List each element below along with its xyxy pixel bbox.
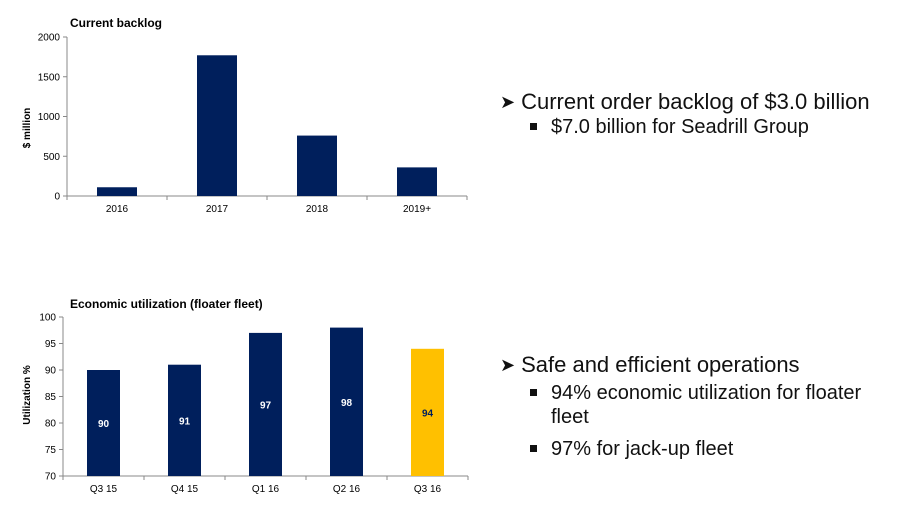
bullet-group-operations: ➤ Safe and efficient operations 94% econ… — [500, 352, 890, 461]
bullet-sub-text: 94% economic utilization for floater fle… — [551, 382, 862, 428]
y-tick-label: 1500 — [38, 72, 61, 83]
bullet-group-backlog: ➤ Current order backlog of $3.0 billion … — [500, 89, 870, 139]
bullet-main-text: Current order backlog of $3.0 billion — [521, 89, 870, 114]
x-tick-label: Q3 16 — [414, 484, 442, 495]
bullet-sub-text: $7.0 billion for Seadrill Group — [551, 116, 809, 138]
bullet-sub: $7.0 billion for Seadrill Group — [530, 115, 870, 139]
x-tick-label: 2016 — [106, 204, 129, 215]
x-tick-label: 2019+ — [403, 204, 431, 215]
y-tick-label: 90 — [45, 366, 57, 377]
bar — [97, 187, 137, 196]
y-tick-label: 95 — [45, 339, 57, 350]
bullet-sub-text: 97% for jack-up fleet — [551, 438, 734, 460]
data-label: 91 — [179, 416, 191, 427]
square-bullet-icon — [530, 389, 537, 396]
data-label: 90 — [98, 419, 110, 430]
bar — [87, 370, 120, 476]
y-tick-label: 1000 — [38, 112, 61, 123]
bar — [197, 55, 237, 196]
y-tick-label: 85 — [45, 392, 57, 403]
y-tick-label: 2000 — [38, 33, 61, 44]
bar — [397, 167, 437, 196]
backlog-y-axis-label: $ million — [22, 108, 33, 149]
bullet-main: ➤ Safe and efficient operations — [500, 352, 890, 378]
bar — [168, 364, 201, 476]
bullet-sub: 97% for jack-up fleet — [530, 437, 890, 461]
data-label: 94 — [422, 408, 434, 419]
utilization-y-axis-label: Utilization % — [22, 365, 33, 425]
x-tick-label: Q3 15 — [90, 484, 118, 495]
bar — [297, 135, 337, 196]
backlog-chart: Current backlog $ million 0 500 1000 1500 20… — [22, 16, 468, 215]
square-bullet-icon — [530, 123, 537, 130]
bullet-sub: 94% economic utilization for floater fle… — [530, 381, 890, 429]
x-tick-label: 2018 — [306, 204, 329, 215]
y-tick-label: 75 — [45, 445, 57, 456]
arrow-bullet-icon: ➤ — [500, 91, 516, 112]
bullet-main: ➤ Current order backlog of $3.0 billion — [500, 89, 870, 115]
y-tick-label: 80 — [45, 419, 57, 430]
utilization-chart-title: Economic utilization (floater fleet) — [70, 297, 263, 311]
y-tick-label: 500 — [43, 152, 60, 163]
utilization-chart: Economic utilization (floater fleet) Uti… — [22, 297, 469, 495]
bullet-main-text: Safe and efficient operations — [521, 352, 800, 377]
data-label: 97 — [260, 400, 272, 411]
bar — [330, 327, 363, 476]
bar — [249, 332, 282, 476]
bar — [411, 348, 444, 476]
x-tick-label: Q4 15 — [171, 484, 199, 495]
arrow-bullet-icon: ➤ — [500, 354, 516, 375]
y-tick-label: 0 — [54, 192, 60, 203]
square-bullet-icon — [530, 445, 537, 452]
y-tick-label: 70 — [45, 472, 57, 483]
x-tick-label: Q2 16 — [333, 484, 361, 495]
data-label: 98 — [341, 398, 353, 409]
backlog-chart-title: Current backlog — [70, 16, 162, 30]
y-tick-label: 100 — [39, 313, 56, 324]
x-tick-label: 2017 — [206, 204, 229, 215]
x-tick-label: Q1 16 — [252, 484, 280, 495]
